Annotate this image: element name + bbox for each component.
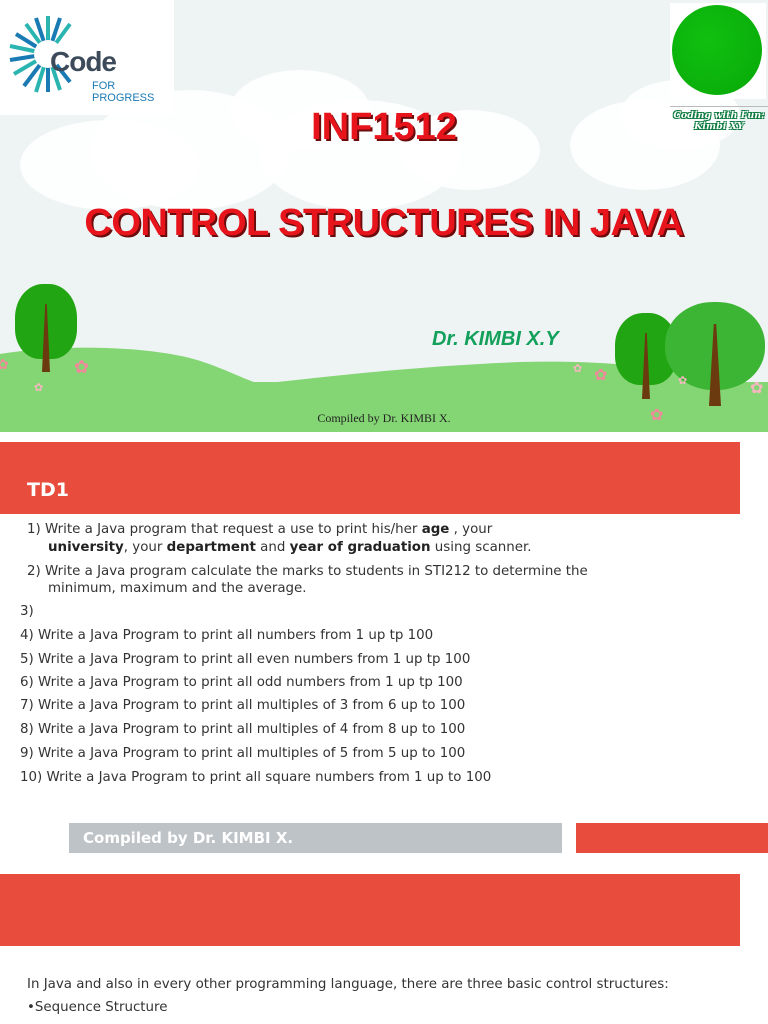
exercise-9: 9) Write a Java Program to print all mul… xyxy=(20,745,465,762)
slide3-header-bar xyxy=(0,874,740,946)
coding-with-fun-badge xyxy=(670,3,766,99)
code-for-progress-burst-icon xyxy=(9,16,72,93)
exercise-text: , your xyxy=(123,540,167,555)
exercise-3: 3) xyxy=(20,603,34,620)
logo-wordmark: Code xyxy=(50,46,117,77)
exercise-text: Write a Java Program to print all odd nu… xyxy=(38,675,463,690)
exercise-2: 2) Write a Java program calculate the ma… xyxy=(27,563,588,580)
exercise-text: minimum, maximum and the average. xyxy=(48,581,307,596)
exercise-number: 1) xyxy=(27,522,41,537)
flower-icon: ✿ xyxy=(594,365,608,384)
exercise-text: Write a Java Program to print all multip… xyxy=(38,698,466,713)
flower-icon: ✿ xyxy=(74,357,90,378)
exercise-text: , your xyxy=(449,522,493,537)
logo-subtitle: FOR PROGRESS xyxy=(92,80,154,104)
slide-title: CONTROL STRUCTURES IN JAVA xyxy=(84,202,684,244)
exercise-4: 4) Write a Java Program to print all num… xyxy=(20,627,433,644)
exercise-keyword-graduation: year of graduation xyxy=(289,540,431,555)
bullet-sequence-structure: •Sequence Structure xyxy=(27,1000,168,1015)
exercise-keyword-department: department xyxy=(166,540,256,555)
title-slide: ✿ ✿ ✿ ✿ ✿ ✿ ✿ ✿ Co xyxy=(0,0,768,432)
exercise-text: Write a Java program that request a use … xyxy=(45,522,422,537)
badge-divider xyxy=(670,106,768,107)
exercise-number: 8) xyxy=(20,722,34,737)
exercise-keyword-university: university xyxy=(48,540,124,555)
green-circle-icon xyxy=(672,5,762,95)
footer-accent-bar xyxy=(576,823,768,853)
exercise-7: 7) Write a Java Program to print all mul… xyxy=(20,697,465,714)
grass-hills xyxy=(0,347,768,432)
exercise-number: 3) xyxy=(20,604,34,619)
td1-header-bar: TD1 xyxy=(0,442,740,514)
author-name: Dr. KIMBI X.Y xyxy=(432,328,559,350)
logo-sub-line2: PROGRESS xyxy=(92,92,155,104)
badge-caption-line1: Coding with Fun: xyxy=(673,110,765,121)
exercise-1-line2: university, your department and year of … xyxy=(48,539,532,556)
exercise-number: 4) xyxy=(20,628,34,643)
exercise-text: Write a Java Program to print all multip… xyxy=(38,722,466,737)
exercise-text: Write a Java Program to print all multip… xyxy=(38,746,466,761)
exercise-keyword-age: age xyxy=(421,522,450,537)
compiled-by-caption: Compiled by Dr. KIMBI X. xyxy=(317,411,451,425)
flower-icon: ✿ xyxy=(750,378,764,397)
exercise-number: 10) xyxy=(20,770,43,785)
tree-right-2 xyxy=(665,302,765,406)
exercise-2-line2: minimum, maximum and the average. xyxy=(48,580,307,597)
td1-heading: TD1 xyxy=(27,479,69,501)
exercise-number: 6) xyxy=(20,675,34,690)
exercise-8: 8) Write a Java Program to print all mul… xyxy=(20,721,465,738)
badge-caption: Coding with Fun: Kimbi XY xyxy=(670,110,768,132)
course-code: INF1512 xyxy=(311,106,457,148)
exercise-number: 5) xyxy=(20,652,34,667)
exercise-number: 2) xyxy=(27,564,41,579)
exercise-1: 1) Write a Java program that request a u… xyxy=(27,521,492,538)
exercise-text: using scanner. xyxy=(430,540,532,555)
exercise-text: Write a Java Program to print all even n… xyxy=(38,652,471,667)
logo-sub-line1: FOR xyxy=(92,80,116,92)
exercise-number: 7) xyxy=(20,698,34,713)
exercise-6: 6) Write a Java Program to print all odd… xyxy=(20,674,463,691)
flower-icon: ✿ xyxy=(650,405,664,424)
control-structures-intro: In Java and also in every other programm… xyxy=(27,977,669,992)
cloud-decoration xyxy=(400,110,540,190)
flower-icon: ✿ xyxy=(34,381,44,394)
badge-caption-line2: Kimbi XY xyxy=(694,121,744,132)
exercise-text: Write a Java program calculate the marks… xyxy=(45,564,588,579)
exercise-5: 5) Write a Java Program to print all eve… xyxy=(20,651,470,668)
footer-compiled-by: Compiled by Dr. KIMBI X. xyxy=(83,829,294,847)
exercise-number: 9) xyxy=(20,746,34,761)
flower-icon: ✿ xyxy=(678,374,688,387)
exercise-10: 10) Write a Java Program to print all sq… xyxy=(20,769,491,786)
exercise-text: Write a Java Program to print all number… xyxy=(38,628,434,643)
exercise-text: Write a Java Program to print all square… xyxy=(46,770,492,785)
slide-footer: Compiled by Dr. KIMBI X. xyxy=(69,823,562,853)
flower-icon: ✿ xyxy=(573,362,583,375)
exercise-text: and xyxy=(255,540,290,555)
flower-icon: ✿ xyxy=(0,357,9,373)
code-for-progress-logo: Code FOR PROGRESS xyxy=(0,0,174,115)
tree-left xyxy=(15,284,77,372)
